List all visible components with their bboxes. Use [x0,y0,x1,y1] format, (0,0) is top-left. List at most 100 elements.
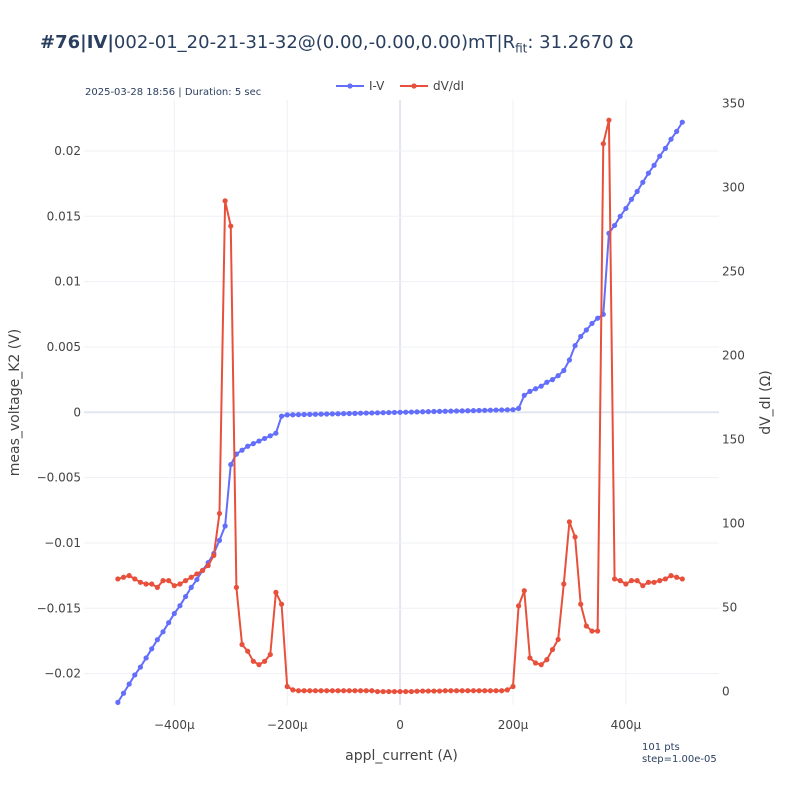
title-prefix: #76|IV| [40,32,114,53]
data-point [555,373,561,379]
data-point [662,576,668,582]
data-point [324,688,330,694]
point-count: 101 pts [642,742,680,753]
data-point [245,648,251,654]
data-point [408,409,414,415]
data-point [431,688,437,694]
data-point [132,672,138,678]
data-point [674,128,680,134]
data-point [171,583,177,589]
data-point [143,655,149,661]
data-point [115,699,121,705]
data-point [476,407,482,414]
chart-title: #76|IV|002-01_20-21-31-32@(0.00,-0.00,0.… [40,32,633,56]
data-point [566,357,573,363]
data-point [194,576,200,583]
data-point [346,688,352,694]
data-point [645,579,652,585]
data-point [527,655,533,661]
data-point [668,136,674,142]
y2-tick-label: 250 [722,264,745,278]
data-point [183,578,189,584]
data-point [329,688,335,694]
data-point [380,688,386,695]
data-point [357,688,364,694]
data-point [448,408,454,414]
point-count-note: 101 pts step=1.00e-05 [642,742,717,766]
data-point [549,377,556,383]
data-point [278,601,285,607]
data-point [312,688,319,694]
data-point [453,688,460,694]
data-point [437,688,443,694]
data-point [278,413,285,419]
data-point [352,410,358,416]
data-point [645,170,652,176]
data-point [391,409,398,416]
data-point [386,409,392,416]
data-point [578,601,584,607]
step-size: step=1.00e-05 [642,754,717,765]
data-point [482,407,488,413]
title-suffix: : 31.2670 Ω [527,32,634,53]
data-point [352,688,358,694]
data-point [273,430,279,436]
data-point [363,688,369,694]
data-point [312,411,319,417]
data-point [137,664,144,670]
data-point [640,179,646,185]
data-point [374,688,381,695]
data-point [623,581,629,587]
legend[interactable]: I-V dV/dI [336,79,464,93]
data-point [583,327,589,333]
data-point [476,688,482,694]
y2-tick-label: 100 [722,517,745,531]
data-point [493,407,499,413]
data-point [623,205,629,212]
data-point [295,688,302,694]
data-point [510,407,516,413]
data-point [256,438,262,444]
y2-tick-label: 150 [722,432,745,446]
data-point [583,623,589,629]
y-tick-label: 0.005 [47,340,81,354]
data-point [149,581,155,587]
data-point [166,578,172,584]
data-point [617,578,623,584]
data-point [397,409,403,415]
data-point [211,552,217,559]
legend-item-iv[interactable]: I-V [336,79,385,93]
data-point [318,411,324,417]
x-tick-label: −200µ [267,718,308,732]
data-point [606,117,612,123]
data-point [307,411,313,417]
y2-axis-title: dV_dI (Ω) [758,370,774,435]
data-point [465,408,471,414]
legend-label: I-V [369,79,385,93]
legend-item-dvdi[interactable]: dV/dI [400,79,464,93]
data-point [245,443,251,449]
data-point [414,409,420,415]
data-point [516,603,522,609]
data-point [470,688,477,694]
data-point [544,379,550,385]
y-axis-title: meas_voltage_K2 (V) [7,329,23,476]
data-point [250,658,256,664]
data-point [499,688,505,694]
data-point [335,688,341,694]
data-point [662,145,668,151]
data-point [555,636,561,643]
data-point [634,578,640,584]
data-point [284,683,290,690]
y2-tick-label: 200 [722,348,745,362]
data-point [262,658,268,664]
data-point [561,581,567,587]
data-point [369,688,375,694]
data-point [132,576,138,582]
data-point [657,578,663,584]
data-point [216,510,223,517]
data-point [301,411,307,418]
data-point [222,198,228,204]
data-point [589,628,595,634]
